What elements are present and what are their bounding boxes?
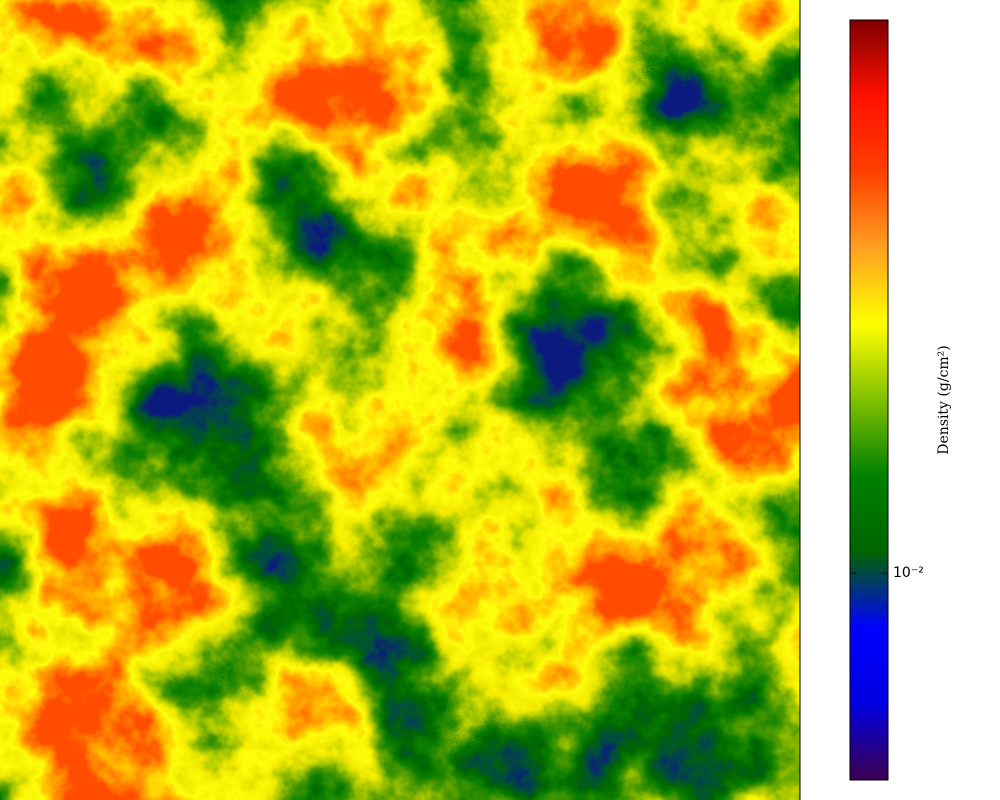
colorbar: [849, 19, 889, 781]
colorbar-tick-label: 10⁻²: [893, 565, 924, 581]
density-image: [0, 0, 800, 800]
colorbar-label: Density (g/cm²): [936, 345, 952, 455]
